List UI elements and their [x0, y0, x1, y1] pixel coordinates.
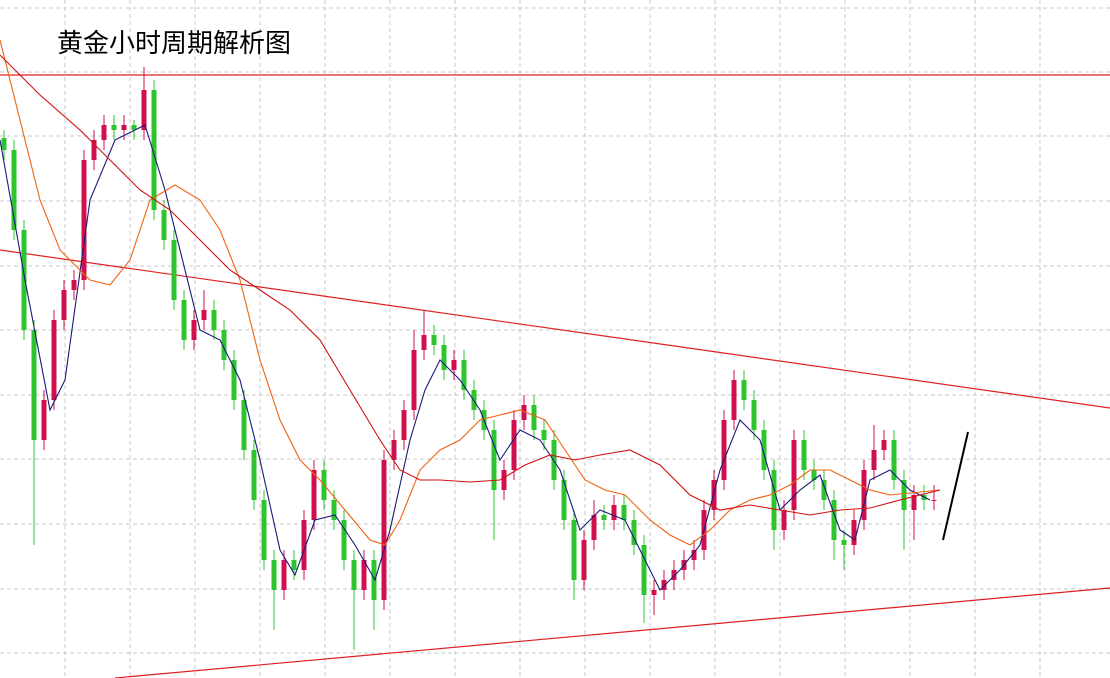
candle-body	[31, 330, 37, 440]
candle-body	[311, 470, 317, 520]
candle-body	[1, 138, 7, 150]
candle-body	[911, 495, 917, 510]
candle-body	[341, 520, 347, 560]
candle-body	[471, 390, 477, 410]
candle-body	[281, 560, 287, 590]
trend-line	[114, 587, 1110, 678]
candle-body	[551, 440, 557, 480]
candle-body	[741, 380, 747, 400]
candle-body	[791, 440, 797, 510]
candle-body	[61, 290, 67, 320]
candle-body	[611, 505, 617, 520]
candle-body	[121, 125, 127, 130]
candle-body	[931, 500, 937, 501]
candle-body	[521, 405, 527, 420]
candle-body	[871, 450, 877, 470]
candle-body	[731, 380, 737, 420]
candle-body	[111, 125, 117, 130]
candle-body	[461, 360, 467, 390]
candle-body	[501, 470, 507, 490]
candle-body	[151, 90, 157, 210]
candle-body	[581, 540, 587, 580]
candle-body	[261, 500, 267, 560]
moving-average	[0, 124, 931, 591]
candle-body	[411, 350, 417, 410]
trend-line	[0, 249, 1110, 409]
candle-body	[51, 320, 57, 400]
candle-body	[531, 405, 537, 430]
moving-average	[0, 54, 941, 516]
candle-body	[371, 560, 377, 600]
candle-body	[161, 210, 167, 240]
candle-body	[41, 400, 47, 440]
candle-body	[561, 480, 567, 520]
candle-body	[421, 335, 427, 350]
trend-line	[942, 431, 969, 541]
candle-body	[401, 410, 407, 440]
candle-body	[761, 430, 767, 470]
candle-body	[291, 560, 297, 570]
candle-body	[691, 550, 697, 560]
candle-body	[861, 470, 867, 520]
candle-body	[391, 440, 397, 460]
candle-body	[841, 540, 847, 545]
candle-body	[201, 310, 207, 320]
candle-body	[781, 510, 787, 530]
candle-body	[511, 420, 517, 470]
candle-body	[331, 500, 337, 520]
candle-body	[901, 480, 907, 510]
candle-body	[251, 450, 257, 500]
candle-body	[671, 570, 677, 580]
candle-body	[601, 515, 607, 520]
candle-body	[131, 125, 137, 130]
candle-body	[651, 590, 657, 595]
candle-body	[751, 400, 757, 430]
candle-body	[211, 310, 217, 330]
candle-body	[881, 440, 887, 450]
candle-body	[141, 90, 147, 130]
candle-body	[441, 345, 447, 370]
candle-body	[71, 280, 77, 290]
chart-title: 黄金小时周期解析图	[57, 29, 291, 59]
candle-body	[721, 420, 727, 480]
candle-body	[621, 505, 627, 520]
candle-body	[191, 320, 197, 340]
candle-body	[271, 560, 277, 590]
candle-body	[811, 470, 817, 480]
candle-body	[231, 360, 237, 400]
candle-body	[641, 545, 647, 595]
candle-body	[431, 335, 437, 345]
candle-body	[851, 520, 857, 545]
candle-body	[821, 480, 827, 500]
candle-body	[101, 125, 107, 140]
candle-body	[381, 460, 387, 600]
candle-body	[301, 520, 307, 570]
candle-body	[21, 230, 27, 330]
candle-body	[171, 240, 177, 300]
candle-body	[361, 560, 367, 590]
candle-body	[591, 515, 597, 540]
candle-body	[771, 470, 777, 530]
candle-body	[181, 300, 187, 340]
candle-body	[91, 140, 97, 160]
candle-body	[631, 520, 637, 545]
moving-average	[0, 39, 941, 546]
candle-body	[491, 430, 497, 490]
candle-body	[801, 440, 807, 470]
candle-body	[221, 330, 227, 360]
candle-body	[711, 480, 717, 510]
candle-body	[11, 150, 17, 230]
candle-body	[451, 360, 457, 370]
candle-body	[891, 440, 897, 480]
candle-body	[541, 430, 547, 440]
candle-body	[571, 520, 577, 580]
candle-body	[831, 500, 837, 540]
candle-body	[351, 560, 357, 590]
candle-body	[661, 580, 667, 590]
candle-body	[241, 400, 247, 450]
candle-body	[81, 160, 87, 280]
